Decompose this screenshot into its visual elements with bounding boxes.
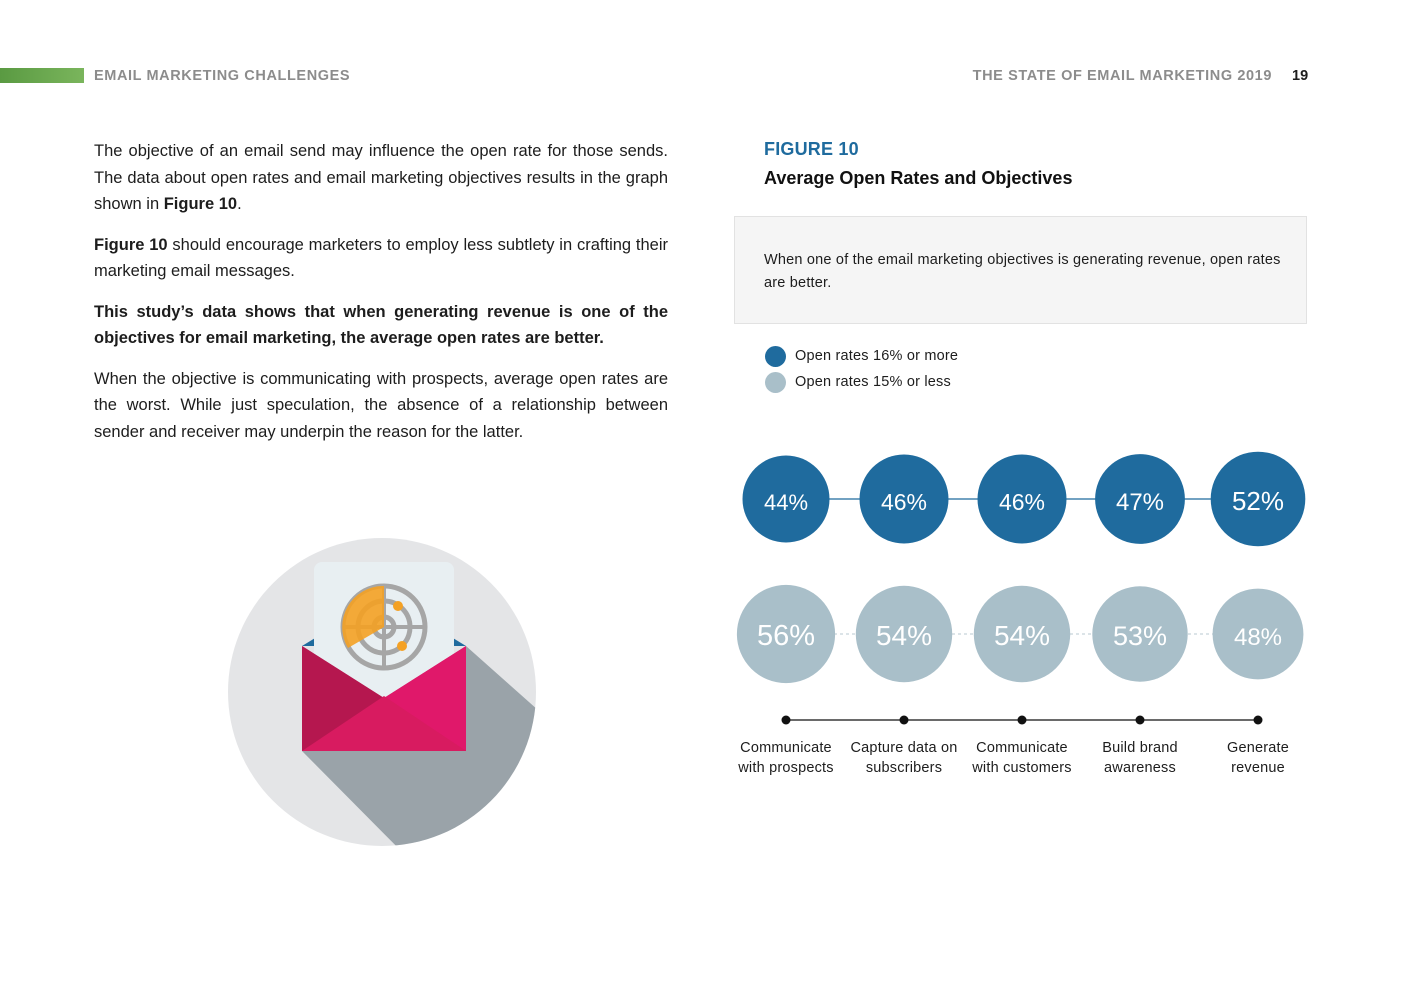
bubble-label-high-1: 44% xyxy=(764,490,808,515)
paragraph-2: Figure 10 should encourage marketers to … xyxy=(94,235,669,281)
callout-text: When one of the email marketing objectiv… xyxy=(764,252,1281,291)
bubble-label-low-4: 53% xyxy=(1113,621,1167,651)
envelope-front-flap xyxy=(302,696,466,751)
section-accent-bar xyxy=(0,68,84,83)
category-axis-dot-4 xyxy=(1135,715,1145,725)
category-label-5: Generate revenue xyxy=(1193,738,1323,778)
category-label-line: with customers xyxy=(972,760,1072,776)
legend-label-low: Open rates 15% or less xyxy=(795,374,951,390)
category-axis-dot-2 xyxy=(899,715,909,725)
bubble-label-high-4: 47% xyxy=(1116,489,1164,516)
bubble-label-low-1: 56% xyxy=(757,620,815,652)
section-header: EMAIL MARKETING CHALLENGES xyxy=(94,68,351,84)
figure-reference: Figure 10 xyxy=(94,235,168,254)
category-axis-dot-5 xyxy=(1253,715,1263,725)
radar-icon xyxy=(340,583,428,671)
category-label-line: with prospects xyxy=(738,760,834,776)
category-label-line: revenue xyxy=(1231,760,1285,776)
bubble-label-high-3: 46% xyxy=(999,489,1045,515)
legend-item-low: Open rates 15% or less xyxy=(765,371,951,393)
bubble-low-4 xyxy=(1092,586,1188,682)
category-label-line: Capture data on xyxy=(850,740,958,756)
category-label-line: awareness xyxy=(1104,760,1176,776)
paragraph-3: This study’s data shows that when genera… xyxy=(94,299,668,352)
key-finding: This study’s data shows that when genera… xyxy=(94,302,668,348)
legend-item-high: Open rates 16% or more xyxy=(765,345,958,367)
paragraph-1: The objective of an email send may influ… xyxy=(94,142,668,213)
bubble-low-5 xyxy=(1212,588,1304,680)
bubble-high-5 xyxy=(1210,451,1306,547)
category-label-line: Communicate xyxy=(740,740,832,756)
figure-label: FIGURE 10 xyxy=(764,139,859,159)
callout-box: When one of the email marketing objectiv… xyxy=(734,216,1307,324)
publication-title: THE STATE OF EMAIL MARKETING 2019 xyxy=(972,68,1272,84)
bubble-label-high-5: 52% xyxy=(1232,486,1284,516)
page-number: 19 xyxy=(1292,68,1309,84)
figure-title: Average Open Rates and Objectives xyxy=(764,168,1073,188)
figure-reference: Figure 10 xyxy=(163,195,238,213)
envelope-radar-illustration xyxy=(228,538,536,846)
category-label-line: Build brand xyxy=(1102,740,1178,756)
bubble-low-3 xyxy=(973,585,1071,683)
category-label-4: Build brand awareness xyxy=(1075,738,1205,778)
bubble-label-high-2: 46% xyxy=(881,489,927,515)
bubble-low-1 xyxy=(736,584,836,684)
legend-swatch-high xyxy=(765,345,786,367)
paragraph-4: When the objective is communicating with… xyxy=(94,369,668,441)
bubble-low-2 xyxy=(855,585,953,683)
bubble-label-low-5: 48% xyxy=(1234,624,1282,651)
category-label-line: subscribers xyxy=(865,760,943,776)
legend-swatch-low xyxy=(765,371,786,393)
legend-label-high: Open rates 16% or more xyxy=(795,348,959,364)
category-label-line: Generate xyxy=(1226,740,1290,756)
category-axis-dot-1 xyxy=(781,715,791,725)
category-label-1: Communicate with prospects xyxy=(721,738,851,778)
category-label-3: Communicate with customers xyxy=(957,738,1087,778)
bubble-label-low-2: 54% xyxy=(876,620,932,651)
category-label-2: Capture data on subscribers xyxy=(839,738,969,778)
bubble-label-low-3: 54% xyxy=(994,620,1050,651)
bubble-high-4 xyxy=(1095,454,1185,544)
bubble-high-3 xyxy=(977,454,1067,544)
category-label-line: Communicate xyxy=(976,740,1068,756)
category-axis-dot-3 xyxy=(1017,715,1027,725)
bubble-high-1 xyxy=(742,455,830,543)
body-text: The objective of an email send may influ… xyxy=(94,138,668,459)
bubble-high-2 xyxy=(859,454,949,544)
